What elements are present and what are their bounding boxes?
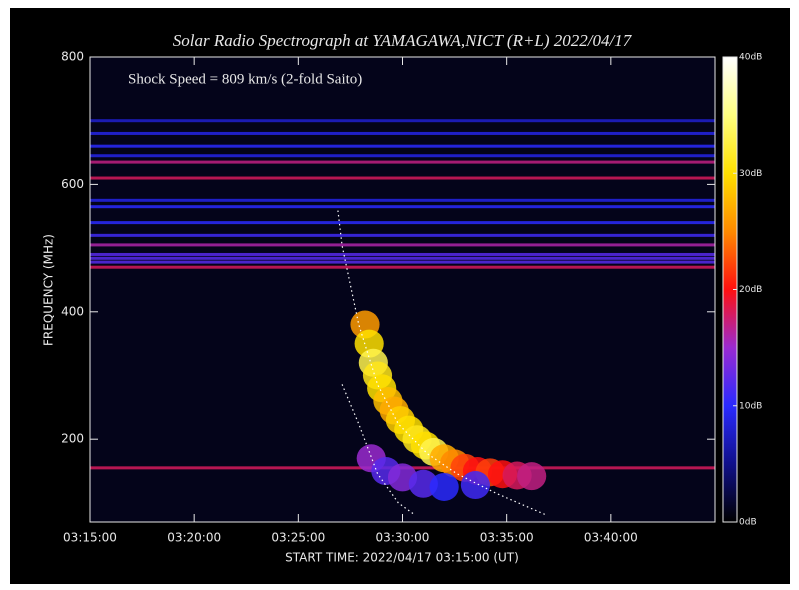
interference-line <box>90 243 715 247</box>
plot-area <box>90 119 715 516</box>
interference-line <box>90 154 715 158</box>
burst-cell <box>429 472 459 501</box>
y-axis-label: FREQUENCY (MHz) <box>42 234 56 346</box>
y-tick-label: 400 <box>61 304 84 318</box>
interference-line <box>90 131 715 135</box>
plot-background <box>90 57 715 522</box>
interference-line <box>90 233 715 237</box>
burst-cell <box>517 462 547 491</box>
x-axis-label: START TIME: 2022/04/17 03:15:00 (UT) <box>285 551 519 565</box>
fit-curve <box>341 384 416 516</box>
interference-line <box>90 176 715 180</box>
interference-line <box>90 144 715 148</box>
interference-line <box>90 256 715 260</box>
x-tick-label: 03:15:00 <box>63 531 117 545</box>
chart-title: Solar Radio Spectrograph at YAMAGAWA,NIC… <box>173 31 633 50</box>
interference-line <box>90 119 715 123</box>
annotation: Shock Speed = 809 km/s (2-fold Saito) <box>128 71 362 87</box>
colorbar-tick-label: 40dB <box>739 53 762 63</box>
y-tick-label: 800 <box>61 50 84 64</box>
colorbar-tick-label: 20dB <box>739 285 762 295</box>
x-tick-label: 03:35:00 <box>480 531 534 545</box>
x-tick-label: 03:20:00 <box>167 531 221 545</box>
y-tick-label: 200 <box>61 432 84 446</box>
colorbar-tick-label: 30dB <box>739 169 762 179</box>
interference-line <box>90 198 715 202</box>
burst-cell <box>460 471 490 500</box>
interference-line <box>90 160 715 164</box>
x-tick-label: 03:40:00 <box>584 531 638 545</box>
x-tick-label: 03:30:00 <box>376 531 430 545</box>
colorbar-tick-label: 10dB <box>739 401 762 411</box>
interference-line <box>90 205 715 209</box>
x-tick-label: 03:25:00 <box>271 531 325 545</box>
fit-curve <box>337 210 547 516</box>
interference-line <box>90 260 715 264</box>
y-tick-label: 600 <box>61 177 84 191</box>
interference-line <box>90 265 715 269</box>
interference-line <box>90 221 715 225</box>
interference-line <box>90 252 715 256</box>
colorbar-tick-label: 0dB <box>739 518 757 528</box>
